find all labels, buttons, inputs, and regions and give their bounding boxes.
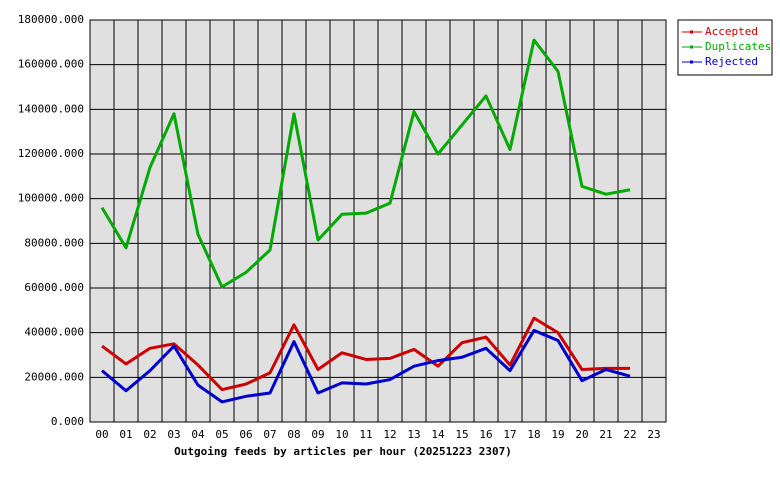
x-tick-label: 04 <box>191 428 205 441</box>
series-line <box>100 38 631 289</box>
x-tick-label: 06 <box>239 428 252 441</box>
legend-marker <box>690 30 693 34</box>
x-axis-label: Outgoing feeds by articles per hour (202… <box>174 445 512 458</box>
legend-label: Duplicates <box>705 40 771 53</box>
x-tick-label: 10 <box>335 428 348 441</box>
x-tick-label: 05 <box>215 428 228 441</box>
x-tick-label: 00 <box>95 428 108 441</box>
legend-label: Accepted <box>705 25 758 38</box>
x-tick-label: 23 <box>647 428 660 441</box>
y-tick-label: 20000.000 <box>24 370 84 383</box>
series-line <box>101 328 631 404</box>
x-tick-label: 14 <box>431 428 445 441</box>
x-tick-label: 07 <box>263 428 276 441</box>
series-line <box>101 316 630 392</box>
x-tick-label: 13 <box>407 428 420 441</box>
x-tick-label: 17 <box>503 428 516 441</box>
y-tick-label: 80000.000 <box>24 236 84 249</box>
y-tick-label: 160000.000 <box>18 58 84 71</box>
legend-marker <box>690 60 693 64</box>
x-tick-label: 09 <box>311 428 324 441</box>
plot-border <box>89 19 667 423</box>
y-tick-label: 100000.000 <box>18 192 84 205</box>
x-tick-label: 03 <box>167 428 180 441</box>
x-tick-label: 15 <box>455 428 468 441</box>
x-tick-label: 22 <box>623 428 636 441</box>
y-tick-label: 180000.000 <box>18 13 84 26</box>
x-tick-label: 19 <box>551 428 564 441</box>
x-tick-label: 02 <box>143 428 156 441</box>
x-tick-label: 08 <box>287 428 300 441</box>
x-tick-label: 01 <box>119 428 132 441</box>
x-tick-label: 11 <box>359 428 372 441</box>
x-tick-label: 18 <box>527 428 540 441</box>
legend-marker <box>690 45 693 49</box>
legend-label: Rejected <box>705 55 758 68</box>
y-tick-label: 40000.000 <box>24 326 84 339</box>
x-tick-label: 12 <box>383 428 396 441</box>
x-tick-label: 20 <box>575 428 588 441</box>
x-tick-label: 21 <box>599 428 612 441</box>
y-tick-label: 0.000 <box>51 415 84 428</box>
y-tick-label: 140000.000 <box>18 102 84 115</box>
x-tick-label: 16 <box>479 428 492 441</box>
y-tick-label: 120000.000 <box>18 147 84 160</box>
y-tick-label: 60000.000 <box>24 281 84 294</box>
